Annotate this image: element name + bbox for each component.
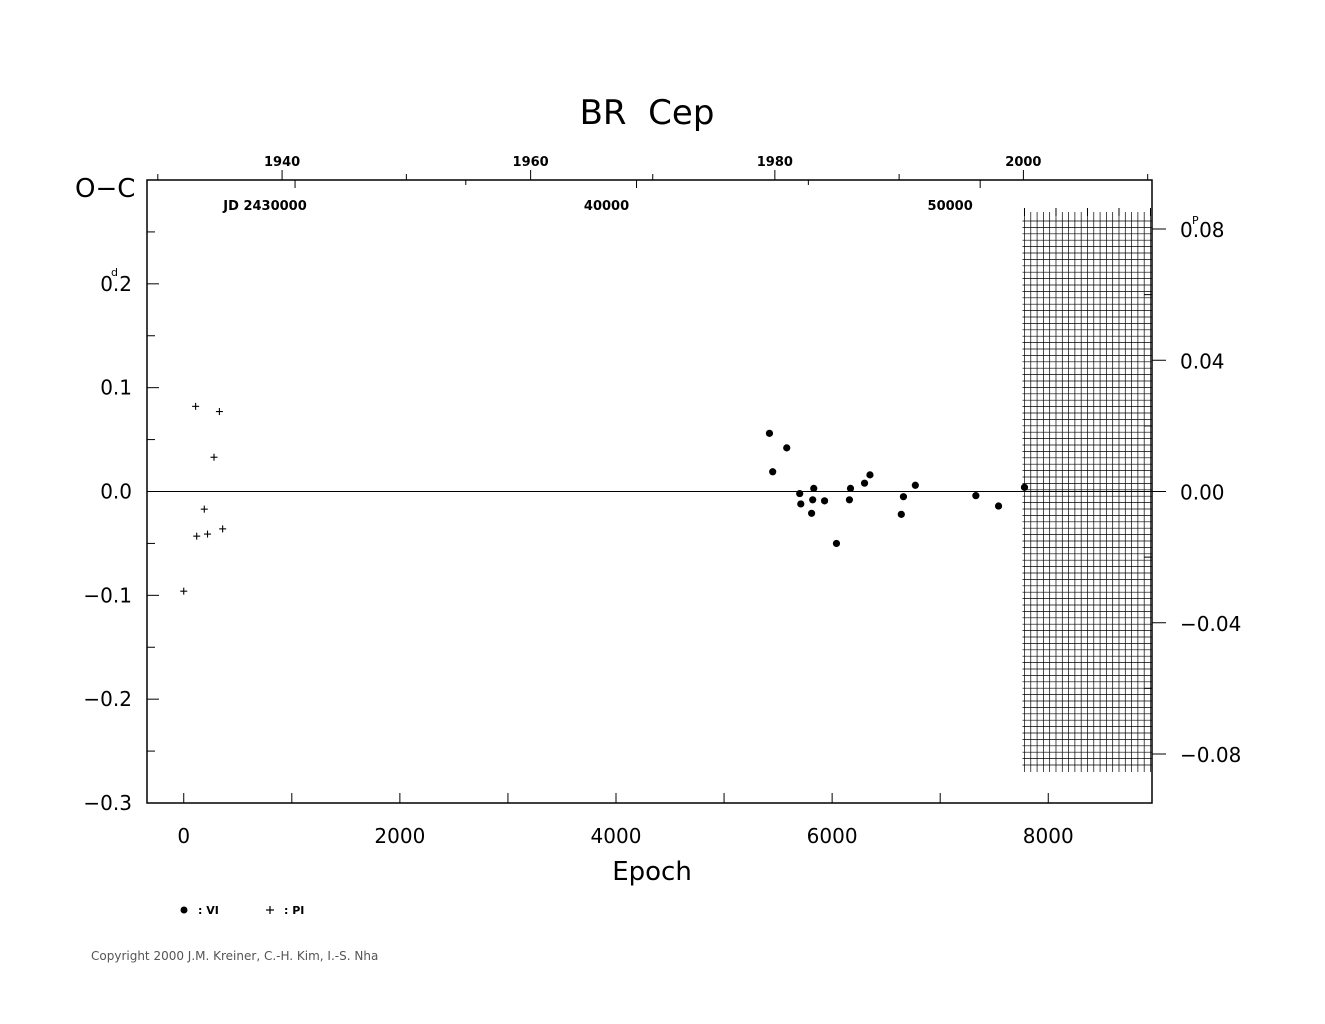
y-tick-label: 0.2: [100, 272, 132, 296]
legend-label-pi: : PI: [284, 904, 304, 917]
data-point-vi: [809, 496, 817, 504]
right-tick-label: −0.04: [1180, 612, 1241, 636]
data-point-vi: [911, 481, 919, 489]
data-point-pi: [200, 505, 208, 513]
y-tick-label: −0.1: [83, 583, 132, 607]
data-point-pi: [193, 532, 201, 540]
right-tick-label: 0.00: [1180, 481, 1225, 505]
right-tick-label: 0.04: [1180, 349, 1225, 373]
y-axis-label: O−C: [75, 174, 135, 204]
top-jd-label: JD 2430000: [222, 199, 306, 214]
data-point-vi: [845, 496, 854, 504]
data-point-vi: [832, 539, 841, 548]
top-year-label: 1960: [513, 155, 549, 170]
data-point-vi: [765, 429, 774, 437]
top-jd-label: 50000: [928, 199, 973, 214]
right-tick-label: −0.08: [1180, 743, 1241, 767]
data-point-vi: [810, 484, 818, 492]
data-point-vi: [866, 471, 874, 479]
data-point-vi: [846, 484, 855, 492]
y-tick-label: 0.0: [100, 480, 132, 504]
data-point-vi: [994, 502, 1003, 510]
x-tick-label: 6000: [807, 824, 858, 848]
chart-title: BR Cep: [580, 93, 715, 133]
shaded-region: [1022, 208, 1152, 772]
data-point-vi: [807, 509, 816, 517]
data-point-vi: [899, 493, 908, 501]
top-axis-labels: 1940 1960 1980 2000 JD 2430000 40000 50000: [222, 155, 1041, 214]
right-tick-labels: −0.08 −0.04 0.00 0.04 0.08: [1180, 218, 1241, 767]
y-tick-label: −0.3: [83, 791, 132, 815]
x-tick-label: 0: [177, 824, 190, 848]
axis-ticks: [147, 170, 1166, 804]
x-tick-label: 4000: [591, 824, 642, 848]
data-point-pi: [210, 453, 218, 461]
data-point-vi: [972, 492, 980, 500]
data-point-vi: [769, 468, 777, 476]
y-tick-labels: −0.3 −0.2 −0.1 0.0 0.1 0.2: [83, 272, 132, 815]
legend-label-vi: : VI: [198, 904, 219, 917]
data-point-pi: [180, 587, 188, 595]
data-point-pi: [215, 408, 223, 416]
x-tick-labels: 0 2000 4000 6000 8000: [177, 824, 1073, 848]
data-point-pi: [219, 525, 227, 533]
top-year-label: 1940: [264, 155, 300, 170]
top-jd-label: 40000: [584, 199, 629, 214]
data-point-vi: [783, 444, 791, 452]
data-point-pi: [192, 402, 200, 410]
copyright-text: Copyright 2000 J.M. Kreiner, C.-H. Kim, …: [91, 949, 378, 963]
data-points: [180, 402, 1029, 595]
data-point-vi: [820, 497, 829, 505]
x-tick-label: 2000: [374, 824, 425, 848]
top-year-label: 1980: [757, 155, 793, 170]
data-point-vi: [860, 479, 869, 487]
y-tick-label: 0.1: [100, 376, 132, 400]
legend-marker-plus: [266, 906, 274, 914]
data-point-vi: [1020, 483, 1029, 491]
legend-marker-dot: [180, 906, 188, 914]
data-point-vi: [897, 510, 905, 518]
data-point-vi: [797, 500, 805, 508]
right-tick-label: 0.08: [1180, 218, 1225, 242]
x-tick-label: 8000: [1023, 824, 1074, 848]
data-point-pi: [204, 530, 212, 538]
x-axis-label: Epoch: [612, 857, 692, 887]
legend: : VI : PI: [180, 904, 304, 917]
y-tick-label: −0.2: [83, 687, 132, 711]
y-unit-mark: d: [111, 266, 118, 279]
top-year-label: 2000: [1005, 155, 1041, 170]
right-unit-mark: P: [1192, 214, 1199, 227]
data-point-vi: [796, 489, 804, 498]
